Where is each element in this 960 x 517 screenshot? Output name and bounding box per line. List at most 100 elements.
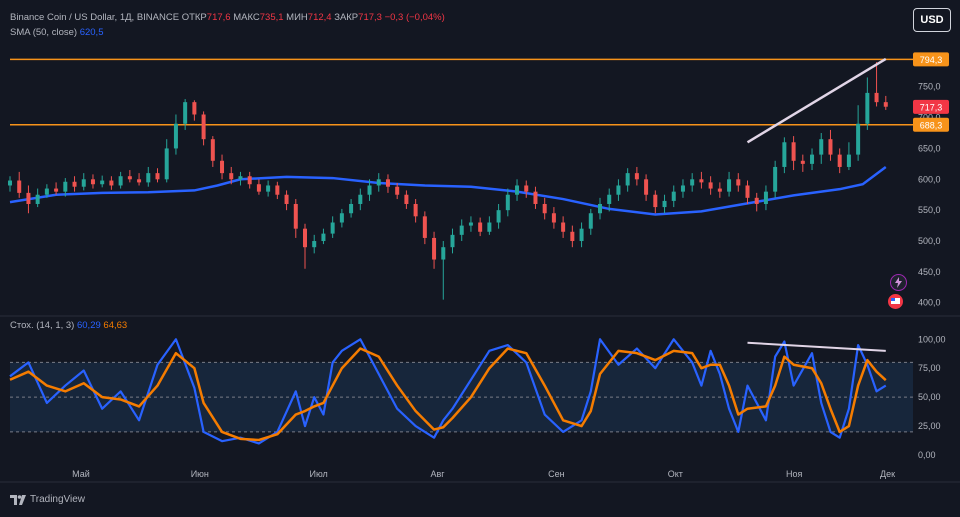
candle-body (376, 179, 381, 186)
candle-body (680, 185, 685, 192)
price-label-text: 717,3 (920, 102, 943, 112)
candle-body (422, 216, 427, 238)
candle-body (717, 188, 722, 192)
candle-body (791, 142, 796, 161)
stoch-k-value: 60,29 (76, 320, 101, 331)
candle-body (395, 186, 400, 195)
stoch-y-tick-label: 0,00 (918, 450, 936, 460)
candle-body (763, 191, 768, 204)
high-value: 735,1 (259, 12, 284, 23)
candle-body (137, 179, 142, 183)
candle-body (671, 191, 676, 201)
lightning-icon[interactable] (890, 274, 907, 291)
candle-body (468, 222, 473, 226)
candle-body (607, 194, 612, 204)
candle-body (708, 182, 713, 189)
candle-body (496, 210, 501, 223)
sma-value: 620,5 (79, 27, 104, 38)
y-tick-label: 550,0 (918, 205, 941, 215)
candle-body (662, 200, 667, 208)
candle-body (8, 180, 12, 186)
currency-button[interactable]: USD (913, 8, 951, 32)
candle-body (321, 233, 326, 242)
candle-body (699, 179, 704, 183)
candle-body (229, 173, 234, 180)
candle-body (487, 222, 492, 232)
stoch-label: Стох. (14, 1, 3) (10, 320, 75, 331)
stoch-trend-line (747, 341, 886, 352)
candle-body (155, 173, 160, 180)
y-tick-label: 400,0 (918, 298, 941, 308)
candle-body (450, 234, 455, 248)
x-tick-label: Июл (310, 469, 328, 479)
candle-body (644, 179, 649, 195)
change-value: −0,3 (−0,04%) (384, 12, 445, 23)
sma-label: SMA (50, close) (10, 27, 78, 38)
candle-body (773, 166, 778, 192)
candle-body (266, 185, 271, 192)
price-trend-line (746, 57, 887, 144)
candle-body (256, 184, 261, 192)
low-value: 712,4 (307, 12, 332, 23)
flag-icon[interactable] (888, 294, 903, 309)
candle-body (883, 102, 888, 107)
candle-body (551, 213, 556, 223)
candle-body (653, 194, 658, 208)
x-tick-label: Июн (191, 469, 209, 479)
symbol-header: Binance Coin / US Dollar, 1Д, BINANCE ОТ… (10, 12, 445, 23)
candle-body (561, 222, 566, 232)
x-tick-label: Сен (548, 469, 565, 479)
candle-body (459, 225, 464, 235)
stoch-d-line (9, 347, 887, 442)
price-label-tag (913, 117, 949, 132)
candle-body (349, 203, 354, 214)
candle-body (358, 194, 363, 204)
candle-body (413, 203, 418, 217)
candle-body (164, 148, 169, 180)
candle-body (284, 194, 289, 204)
candle-body (54, 188, 59, 192)
price-label-text: 688,3 (920, 120, 943, 130)
sma-line (9, 165, 887, 216)
x-tick-label: Авг (431, 469, 446, 479)
tradingview-logo[interactable]: TradingView (10, 494, 85, 505)
candle-body (90, 179, 95, 185)
tradingview-logo-icon (10, 494, 26, 505)
candle-body (515, 185, 520, 195)
sma-legend[interactable]: SMA (50, close) 620,5 (10, 27, 103, 38)
candle-body (220, 160, 225, 174)
y-tick-label: 500,0 (918, 236, 941, 246)
candle-body (26, 192, 31, 204)
candle-body (238, 176, 243, 180)
symbol-title: Binance Coin / US Dollar, 1Д, BINANCE (10, 12, 180, 23)
open-value: 717,6 (206, 12, 231, 23)
y-tick-label: 650,0 (918, 143, 941, 153)
candle-body (35, 194, 40, 204)
candle-body (247, 176, 252, 185)
stoch-legend[interactable]: Стох. (14, 1, 3) 60,29 64,63 (10, 320, 127, 331)
candle-body (210, 139, 215, 161)
candle-body (754, 197, 759, 204)
candle-body (367, 185, 372, 195)
x-tick-label: Ноя (786, 469, 803, 479)
candle-body (690, 179, 695, 186)
candle-body (183, 102, 188, 124)
candle-body (745, 185, 750, 198)
candle-body (201, 114, 206, 140)
candle-body (634, 173, 639, 180)
candle-body (81, 179, 86, 187)
candle-body (856, 123, 861, 155)
candle-body (579, 228, 584, 242)
y-tick-label: 600,0 (918, 174, 941, 184)
y-tick-label: 450,0 (918, 267, 941, 277)
candle-body (275, 185, 280, 195)
candle-body (588, 213, 593, 229)
candle-body (72, 181, 77, 187)
candle-body (478, 222, 483, 232)
candle-body (432, 237, 437, 260)
candle-body (127, 176, 132, 180)
stoch-y-tick-label: 75,00 (918, 363, 941, 373)
candle-body (330, 222, 335, 234)
